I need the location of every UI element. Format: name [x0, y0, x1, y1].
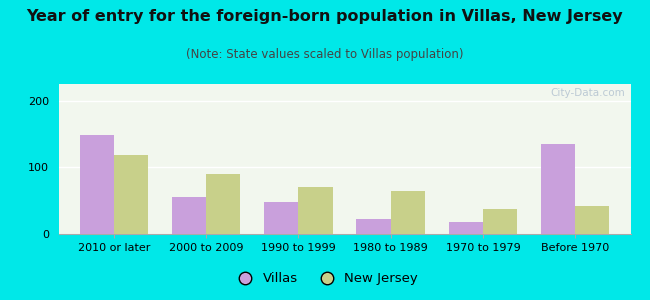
Bar: [356, 219, 391, 234]
Legend: Villas, New Jersey: Villas, New Jersey: [227, 267, 423, 290]
Bar: [265, 202, 298, 234]
Text: Year of entry for the foreign-born population in Villas, New Jersey: Year of entry for the foreign-born popul…: [27, 9, 623, 24]
Bar: [80, 135, 114, 234]
Bar: [448, 222, 483, 234]
Text: (Note: State values scaled to Villas population): (Note: State values scaled to Villas pop…: [187, 48, 463, 61]
Bar: [172, 197, 206, 234]
Bar: [541, 144, 575, 234]
Bar: [575, 206, 609, 234]
Bar: [298, 187, 333, 234]
Bar: [483, 209, 517, 234]
Text: City-Data.com: City-Data.com: [550, 88, 625, 98]
Bar: [206, 174, 240, 234]
Bar: [391, 191, 424, 234]
Bar: [114, 155, 148, 234]
